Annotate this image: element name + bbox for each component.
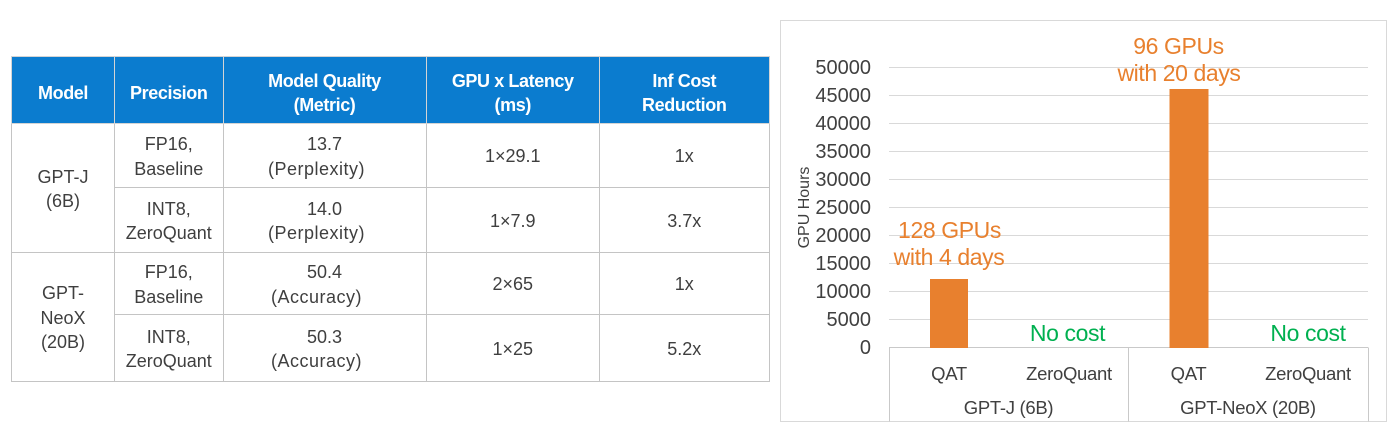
svg-text:GPU Hours: GPU Hours [796, 167, 813, 249]
svg-text:35000: 35000 [815, 141, 871, 163]
svg-text:25000: 25000 [815, 197, 871, 219]
svg-text:20000: 20000 [815, 225, 871, 247]
svg-text:ZeroQuant: ZeroQuant [1026, 363, 1112, 384]
svg-text:0: 0 [860, 337, 871, 359]
svg-text:QAT: QAT [931, 363, 967, 384]
svg-text:No cost: No cost [1030, 320, 1106, 346]
svg-text:QAT: QAT [1171, 363, 1207, 384]
svg-text:96 GPUs: 96 GPUs [1133, 33, 1224, 59]
svg-text:15000: 15000 [815, 253, 871, 275]
svg-text:45000: 45000 [815, 85, 871, 107]
svg-text:50000: 50000 [815, 57, 871, 79]
svg-text:30000: 30000 [815, 169, 871, 191]
svg-text:5000: 5000 [827, 309, 872, 331]
svg-text:10000: 10000 [815, 281, 871, 303]
svg-text:128 GPUs: 128 GPUs [898, 217, 1001, 243]
svg-text:ZeroQuant: ZeroQuant [1265, 363, 1351, 384]
svg-text:GPT-J (6B): GPT-J (6B) [964, 397, 1054, 418]
svg-text:No cost: No cost [1270, 320, 1346, 346]
svg-text:GPT-NeoX (20B): GPT-NeoX (20B) [1180, 397, 1316, 418]
svg-text:with 20 days: with 20 days [1116, 60, 1240, 86]
svg-text:with 4 days: with 4 days [893, 244, 1005, 270]
svg-text:40000: 40000 [815, 113, 871, 135]
